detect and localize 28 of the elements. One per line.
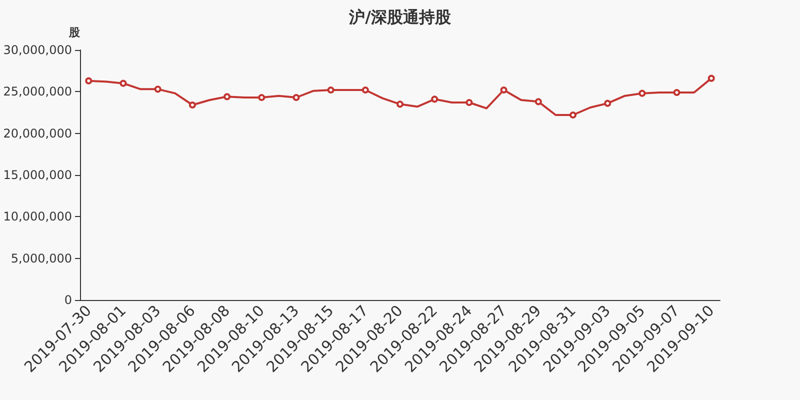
- y-tick-label: 5,000,000: [10, 251, 72, 266]
- y-tick-label: 0: [64, 293, 72, 307]
- point: [638, 90, 646, 97]
- y-tick-label: 15,000,000: [3, 168, 72, 182]
- point: [604, 100, 612, 107]
- point: [431, 96, 438, 103]
- y-tick-label: 30,000,000: [3, 43, 72, 57]
- point: [258, 94, 266, 101]
- point: [569, 112, 576, 118]
- point: [154, 86, 162, 93]
- y-tick-label: 20,000,000: [3, 126, 72, 140]
- point: [708, 74, 715, 82]
- chart-title: 沪/深股通持股: [348, 8, 452, 26]
- point: [362, 86, 369, 94]
- y-axis-title: 股: [68, 26, 81, 39]
- point: [120, 80, 127, 87]
- point: [85, 77, 92, 84]
- point: [292, 94, 300, 101]
- point: [500, 86, 508, 94]
- point: [224, 93, 231, 100]
- point: [673, 89, 680, 96]
- point: [396, 100, 404, 108]
- y-tick-label: 10,000,000: [3, 210, 72, 224]
- y-tick-label: 25,000,000: [3, 84, 72, 99]
- point: [327, 86, 334, 94]
- point: [188, 102, 196, 108]
- point: [534, 98, 542, 106]
- point: [466, 99, 473, 106]
